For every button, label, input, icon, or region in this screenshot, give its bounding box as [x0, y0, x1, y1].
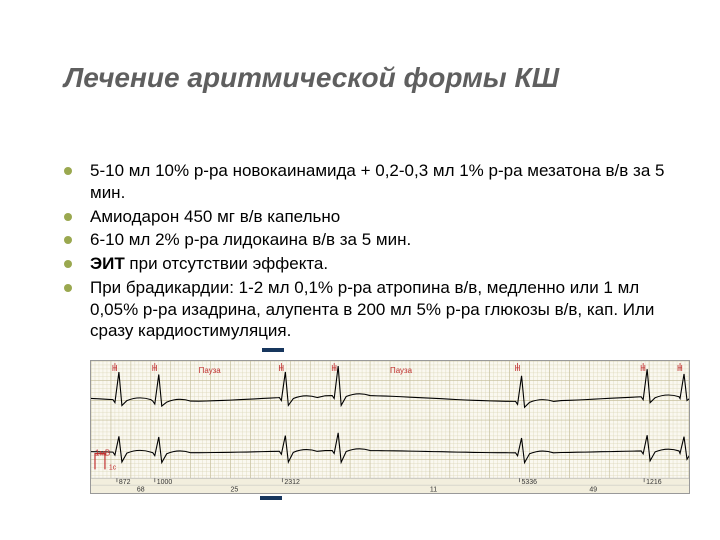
accent-bar: [262, 348, 284, 352]
bullet-list: 5-10 мл 10% р-ра новокаинамида + 0,2-0,3…: [64, 160, 684, 344]
bullet-icon: [64, 260, 72, 268]
list-item-text: ЭИТ при отсутствии эффекта.: [90, 253, 328, 275]
page-title: Лечение аритмической формы КШ: [64, 62, 680, 94]
svg-text:Пауза: Пауза: [390, 366, 413, 375]
svg-text:2312: 2312: [284, 479, 300, 486]
bullet-icon: [64, 236, 72, 244]
bullet-icon: [64, 167, 72, 175]
svg-text:1216: 1216: [646, 479, 662, 486]
list-item: 6-10 мл 2% р-ра лидокаина в/в за 5 мин.: [64, 229, 684, 251]
list-item-text: 6-10 мл 2% р-ра лидокаина в/в за 5 мин.: [90, 229, 411, 251]
ecg-chart: 1мВ1сHHHHHHHПаузаПауза872100023125336121…: [90, 360, 690, 494]
bullet-icon: [64, 213, 72, 221]
list-item: ЭИТ при отсутствии эффекта.: [64, 253, 684, 275]
list-item: 5-10 мл 10% р-ра новокаинамида + 0,2-0,3…: [64, 160, 684, 204]
svg-text:Пауза: Пауза: [199, 366, 222, 375]
bullet-icon: [64, 284, 72, 292]
list-item-text: 5-10 мл 10% р-ра новокаинамида + 0,2-0,3…: [90, 160, 684, 204]
svg-text:5336: 5336: [522, 479, 538, 486]
svg-text:49: 49: [589, 487, 597, 493]
svg-text:872: 872: [119, 479, 131, 486]
svg-text:25: 25: [231, 487, 239, 493]
svg-text:68: 68: [137, 487, 145, 493]
svg-text:1с: 1с: [109, 464, 117, 471]
list-item-text: Амиодарон 450 мг в/в капельно: [90, 206, 340, 228]
svg-text:11: 11: [430, 487, 437, 493]
svg-text:1мВ: 1мВ: [95, 449, 110, 458]
list-item-text: При брадикардии: 1-2 мл 0,1% р-ра атропи…: [90, 277, 684, 342]
svg-text:1000: 1000: [157, 479, 173, 486]
list-item: Амиодарон 450 мг в/в капельно: [64, 206, 684, 228]
accent-bar: [260, 496, 282, 500]
list-item: При брадикардии: 1-2 мл 0,1% р-ра атропи…: [64, 277, 684, 342]
